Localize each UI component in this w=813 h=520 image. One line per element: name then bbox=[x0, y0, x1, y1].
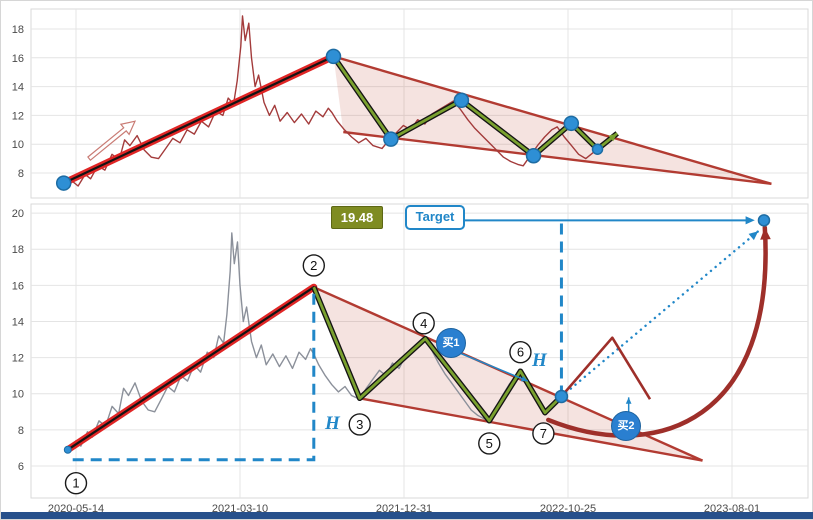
svg-text:2: 2 bbox=[310, 258, 317, 273]
target-dot bbox=[757, 214, 771, 227]
pivot-number-1: 1 bbox=[64, 471, 88, 495]
y-tick-label: 14 bbox=[12, 316, 24, 328]
y-tick-label: 10 bbox=[12, 139, 24, 151]
sketch-arrow bbox=[87, 120, 137, 162]
y-tick-label: 18 bbox=[12, 244, 24, 256]
y-tick-label: 16 bbox=[12, 280, 24, 292]
chart-top: 8 10 12 14 16 18 bbox=[12, 8, 809, 199]
pivot-dot bbox=[563, 115, 580, 132]
svg-text:5: 5 bbox=[486, 436, 493, 451]
y-tick-label: 20 bbox=[12, 208, 24, 220]
pivot-dot bbox=[383, 131, 399, 147]
y-tick-label: 8 bbox=[18, 425, 24, 437]
pivot-dot bbox=[591, 143, 604, 155]
height-measure-dashed bbox=[72, 287, 316, 462]
pivot-dot bbox=[55, 175, 72, 191]
pivot-dot bbox=[325, 48, 342, 65]
y-tick-label: 8 bbox=[18, 168, 24, 180]
window-bottom-bar bbox=[1, 512, 813, 519]
pivot-number-2: 2 bbox=[302, 254, 325, 277]
y-tick-label: 12 bbox=[12, 110, 24, 122]
wedge-upper-trendline bbox=[333, 55, 772, 185]
y-tick-label: 12 bbox=[12, 353, 24, 365]
buy1-pointer-line bbox=[459, 352, 529, 382]
svg-text:4: 4 bbox=[420, 316, 427, 331]
breakout-dot bbox=[554, 389, 569, 404]
y-tick-label: 16 bbox=[12, 53, 24, 65]
pivot-number-4: 4 bbox=[412, 312, 435, 335]
pivot-dot bbox=[453, 92, 470, 109]
projection-dotted-line bbox=[560, 229, 760, 398]
svg-text:6: 6 bbox=[517, 345, 524, 360]
wedge-lower-trendline bbox=[343, 130, 772, 185]
target-curve-arrow bbox=[546, 225, 768, 438]
price-line bbox=[67, 232, 562, 451]
start-dot bbox=[63, 445, 72, 454]
wedge-lower-trendline bbox=[359, 397, 703, 462]
svg-text:7: 7 bbox=[540, 426, 547, 441]
plot-area bbox=[30, 8, 809, 199]
pivot-number-5: 5 bbox=[478, 432, 501, 455]
y-tick-label: 14 bbox=[12, 82, 24, 94]
pivot-number-3: 3 bbox=[348, 413, 371, 436]
svg-text:1: 1 bbox=[72, 476, 79, 491]
pivot-number-7: 7 bbox=[532, 422, 555, 445]
svg-text:3: 3 bbox=[356, 417, 363, 432]
y-tick-label: 18 bbox=[12, 24, 24, 36]
pullback-sketch-line bbox=[560, 336, 652, 400]
pivot-number-6: 6 bbox=[509, 340, 532, 364]
pivot-dot bbox=[525, 147, 542, 164]
y-tick-label: 6 bbox=[18, 461, 24, 473]
price-line bbox=[63, 15, 603, 190]
y-tick-label: 10 bbox=[12, 389, 24, 401]
